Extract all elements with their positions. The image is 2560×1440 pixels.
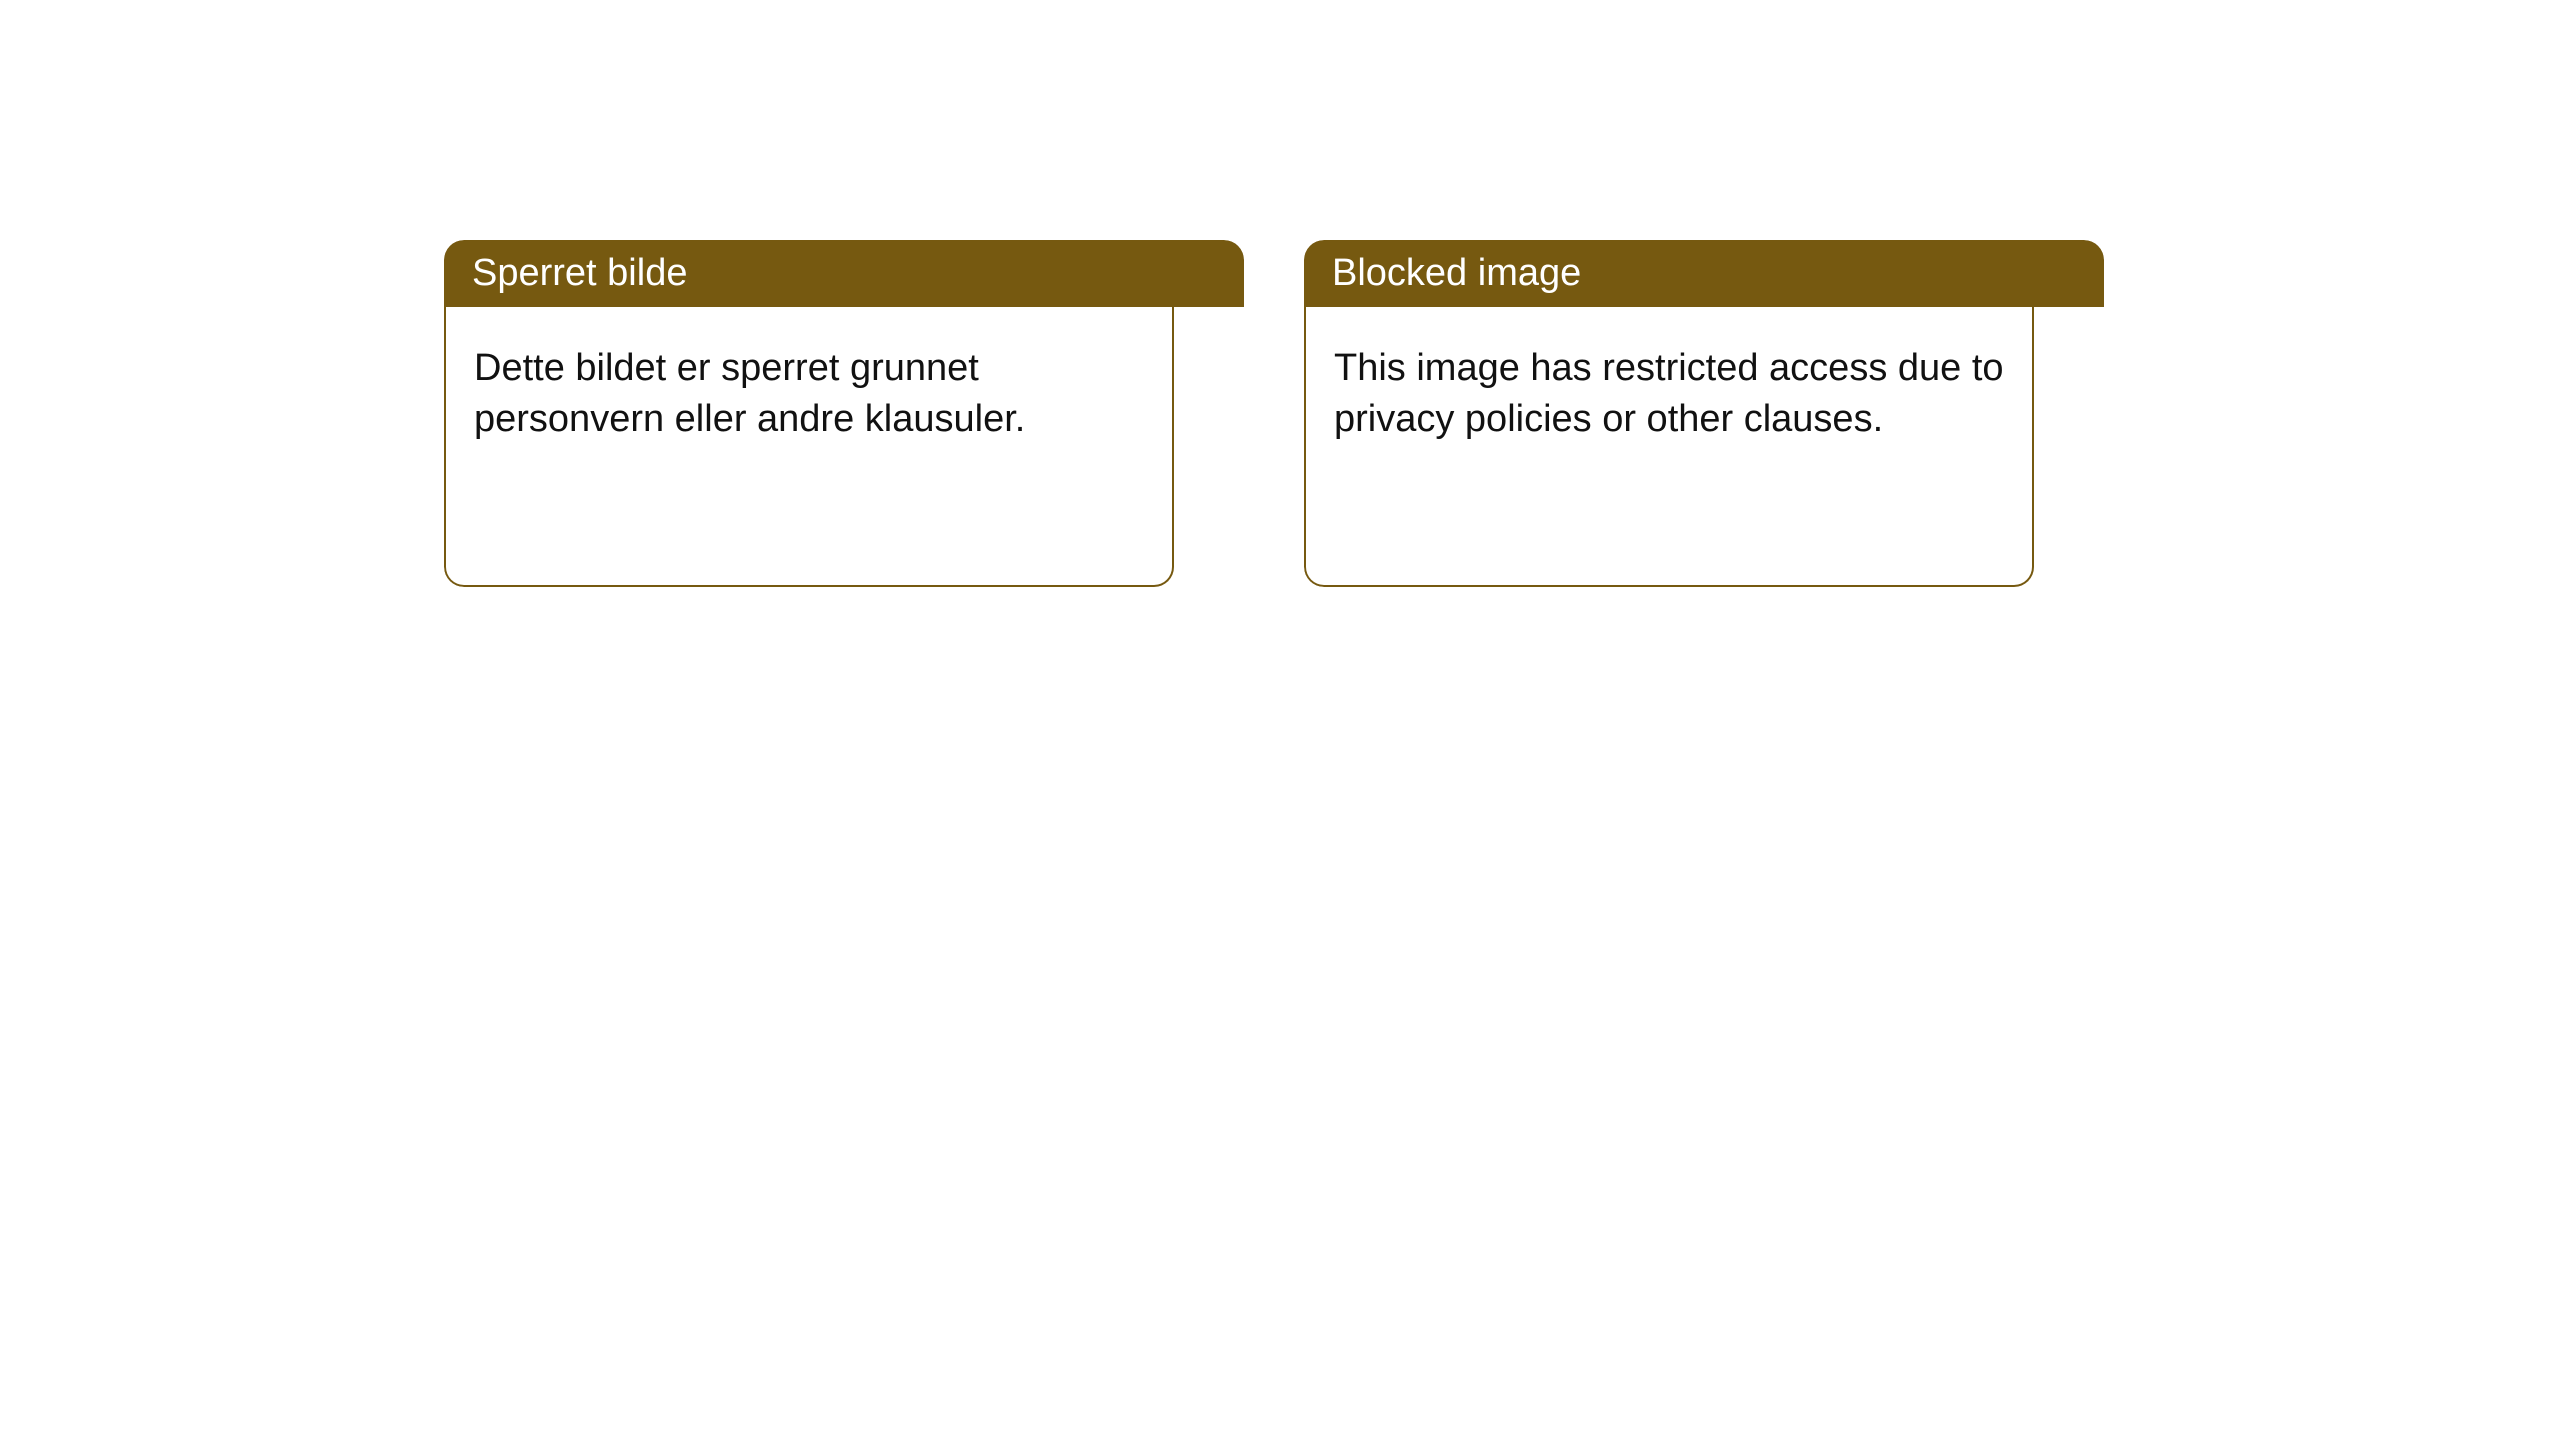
cards-container: Sperret bilde Dette bildet er sperret gr… (0, 0, 2560, 587)
card-header: Blocked image (1304, 240, 2104, 307)
card-header: Sperret bilde (444, 240, 1244, 307)
card-body: Dette bildet er sperret grunnet personve… (444, 307, 1174, 587)
card-body: This image has restricted access due to … (1304, 307, 2034, 587)
blocked-image-card-en: Blocked image This image has restricted … (1304, 240, 2104, 587)
blocked-image-card-no: Sperret bilde Dette bildet er sperret gr… (444, 240, 1244, 587)
